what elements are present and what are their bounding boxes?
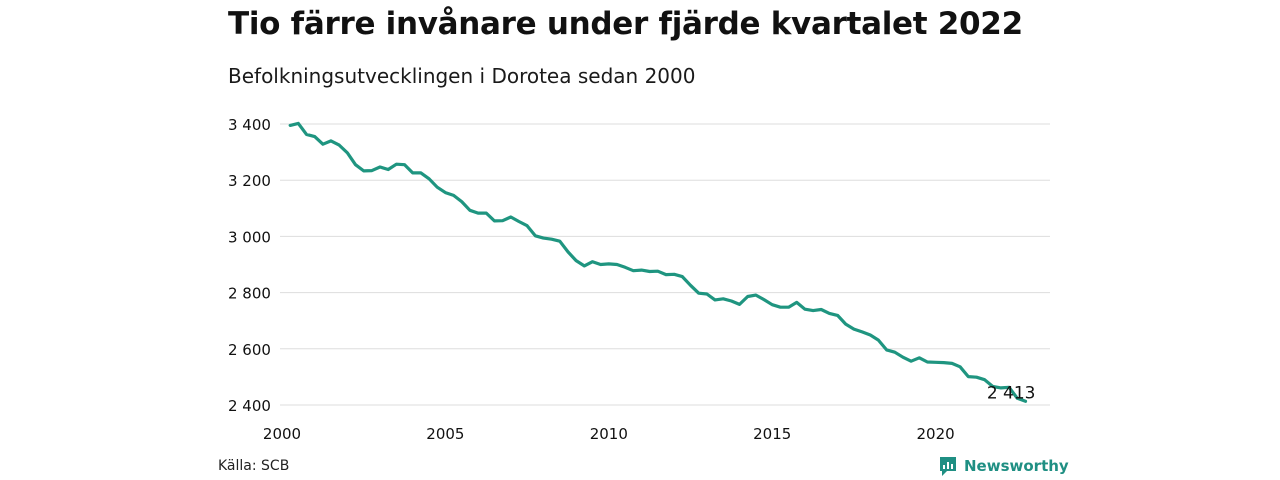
x-tick-label: 2020 — [917, 425, 955, 443]
grid-lines — [280, 123, 1050, 406]
series-layer — [288, 121, 1028, 403]
annotation-layer: 2 413 — [987, 383, 1036, 403]
source-label: Källa: SCB — [218, 458, 290, 474]
brand[interactable]: Newsworthy — [938, 455, 1069, 477]
x-tick-label: 2000 — [263, 425, 301, 443]
x-axis-ticks: 2000 2005 2010 2015 2020 — [263, 425, 955, 443]
x-tick-label: 2005 — [426, 425, 464, 443]
chart-subtitle: Befolkningsutvecklingen i Dorotea sedan … — [228, 64, 696, 88]
series-line — [288, 121, 1028, 403]
brand-name: Newsworthy — [964, 457, 1069, 475]
y-tick-label: 2 800 — [228, 285, 271, 303]
y-tick-label: 3 000 — [228, 228, 271, 246]
y-axis-ticks: 2 400 2 600 2 800 3 000 3 200 3 400 — [228, 116, 271, 415]
last-value-label: 2 413 — [987, 383, 1036, 403]
x-tick-label: 2010 — [590, 425, 628, 443]
y-tick-label: 3 200 — [228, 172, 271, 190]
y-tick-label: 2 400 — [228, 397, 271, 415]
chart-title: Tio färre invånare under fjärde kvartale… — [228, 6, 1023, 42]
y-tick-label: 2 600 — [228, 341, 271, 359]
newsworthy-logo-icon — [940, 457, 956, 476]
y-tick-label: 3 400 — [228, 116, 271, 134]
x-tick-label: 2015 — [753, 425, 791, 443]
